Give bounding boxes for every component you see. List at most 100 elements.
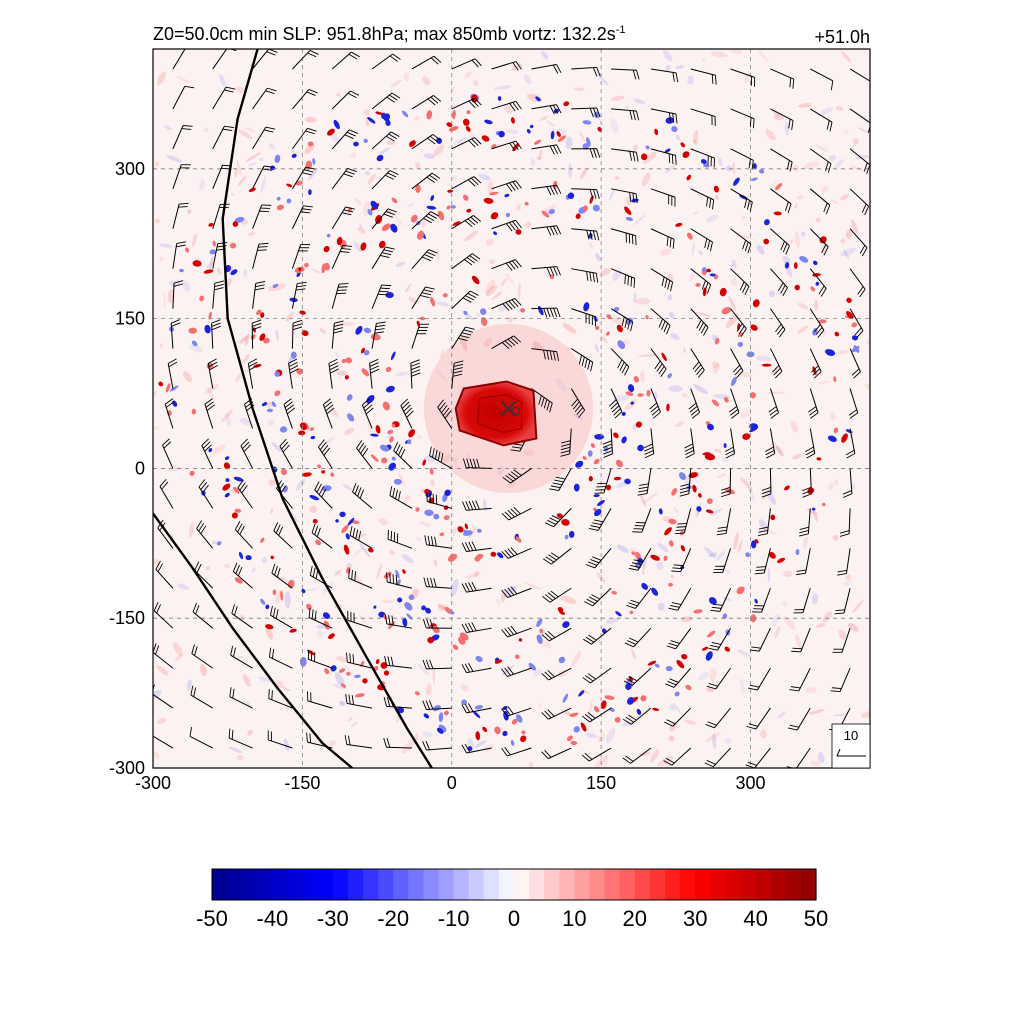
vorticity-speckle xyxy=(822,611,833,623)
rainband-speckle xyxy=(566,735,573,742)
wind-barb-feather xyxy=(635,193,638,204)
wind-barb-feather xyxy=(664,278,668,288)
wind-barb-feather xyxy=(234,521,241,530)
vorticity-speckle xyxy=(284,591,291,609)
rainband-speckle xyxy=(827,435,837,442)
wind-barb-feather xyxy=(471,541,477,551)
rainband-speckle xyxy=(494,659,503,664)
wind-barb xyxy=(345,693,373,709)
rainband-speckle xyxy=(380,662,388,669)
wind-barb-feather xyxy=(316,527,321,537)
vorticity-speckle xyxy=(812,510,819,522)
vorticity-speckle xyxy=(794,230,801,249)
rainband-speckle xyxy=(375,425,381,434)
rainband-speckle xyxy=(276,204,284,211)
wind-barb-shaft xyxy=(411,286,426,309)
vorticity-speckle xyxy=(710,508,723,517)
wind-barb-shaft xyxy=(611,148,637,153)
wind-barb-feather xyxy=(504,707,511,716)
wind-barb xyxy=(758,508,771,537)
wind-barb-feather xyxy=(725,453,735,459)
wind-barb-feather xyxy=(181,128,192,130)
wind-barb-shaft xyxy=(770,228,790,247)
wind-barb-feather xyxy=(350,90,360,96)
wind-barb-feather xyxy=(854,327,862,336)
wind-barb-shaft xyxy=(212,283,216,309)
colorbar-swatch xyxy=(498,869,515,900)
wind-barb-feather xyxy=(663,323,669,333)
vorticity-speckle xyxy=(675,134,681,141)
wind-barb-shaft xyxy=(153,651,174,669)
rainband-speckle xyxy=(515,654,520,660)
wind-barb-feather xyxy=(708,647,718,651)
wind-barb-feather xyxy=(765,449,775,456)
wind-barb xyxy=(318,439,333,469)
wind-barb-feather xyxy=(627,275,629,286)
vorticity-speckle xyxy=(352,546,364,558)
wind-barb-shaft xyxy=(650,348,667,370)
rainband-speckle xyxy=(279,426,288,433)
rainband-speckle xyxy=(295,180,303,186)
rainband-speckle xyxy=(209,249,216,255)
wind-barb-feather xyxy=(379,290,389,293)
wind-barb-feather xyxy=(592,189,597,199)
wind-barb-feather xyxy=(749,649,760,652)
wind-barb-shaft xyxy=(466,627,492,633)
wind-barb xyxy=(309,565,333,589)
vorticity-speckle xyxy=(234,167,238,178)
wind-barb-feather xyxy=(739,281,745,291)
rainband-speckle xyxy=(580,722,587,732)
wind-barb-feather xyxy=(345,693,348,704)
rainband-speckle xyxy=(624,478,631,485)
vorticity-speckle xyxy=(600,267,611,277)
wind-barb-feather xyxy=(388,133,398,140)
wind-barb-feather xyxy=(312,567,316,578)
vorticity-speckle xyxy=(350,152,357,159)
wind-barb-feather xyxy=(630,565,640,568)
rainband-speckle xyxy=(595,325,600,331)
wind-barb-feather xyxy=(272,607,276,618)
rainband-speckle xyxy=(604,695,615,700)
wind-barb-shaft xyxy=(268,698,293,709)
wind-barb-feather xyxy=(343,173,353,178)
wind-barb-feather xyxy=(252,326,262,331)
wind-barb-feather xyxy=(461,704,467,714)
vorticity-speckle xyxy=(204,384,219,394)
wind-barb-feather xyxy=(222,128,233,132)
rainband-speckle xyxy=(234,508,242,513)
wind-barb-feather xyxy=(672,567,682,570)
wind-barb xyxy=(244,398,255,429)
wind-barb-feather xyxy=(306,732,308,743)
rainband-speckle xyxy=(376,154,384,162)
vorticity-speckle xyxy=(523,74,532,85)
wind-barb-feather xyxy=(352,527,356,538)
vorticity-speckle xyxy=(555,377,567,392)
rainband-speckle xyxy=(464,523,469,530)
rainband-speckle xyxy=(452,221,461,226)
wind-barb-feather xyxy=(208,361,218,368)
vorticity-speckle xyxy=(516,202,522,209)
wind-barb-shaft xyxy=(590,627,612,645)
reference-vector-label: 10 xyxy=(844,728,858,743)
wind-barb-feather xyxy=(638,489,648,493)
rainband-speckle xyxy=(443,710,449,716)
rainband-speckle xyxy=(436,727,444,734)
wind-barb-feather xyxy=(747,761,757,766)
vorticity-speckle xyxy=(775,445,784,457)
vorticity-speckle xyxy=(650,749,660,763)
wind-barb-shaft xyxy=(234,529,253,549)
wind-barb-feather xyxy=(385,174,394,180)
wind-barb-feather xyxy=(345,170,355,175)
vorticity-speckle xyxy=(565,346,572,351)
wind-barb-feather xyxy=(321,488,327,498)
rainband-speckle xyxy=(389,436,394,443)
rainband-speckle xyxy=(225,478,230,482)
wind-barb xyxy=(622,747,652,764)
wind-barb xyxy=(650,148,677,165)
rainband-speckle xyxy=(404,602,413,611)
vorticity-speckle xyxy=(656,562,664,570)
wind-barb-feather xyxy=(275,524,281,534)
wind-barb xyxy=(571,228,600,241)
wind-barb-shaft xyxy=(346,744,373,749)
wind-barb-feather xyxy=(639,483,649,486)
